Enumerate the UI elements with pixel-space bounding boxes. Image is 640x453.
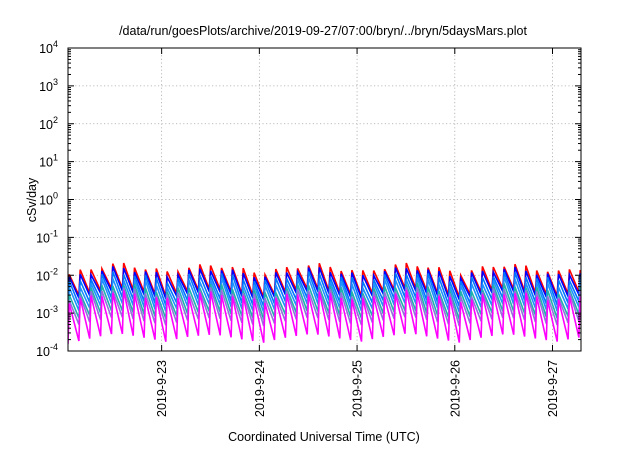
y-tick-label: 104 [39, 39, 58, 56]
y-tick-label: 102 [39, 115, 58, 132]
y-tick-label: 10-3 [36, 304, 58, 321]
chart-title: /data/run/goesPlots/archive/2019-09-27/0… [119, 24, 527, 38]
y-tick-label: 100 [39, 191, 58, 208]
y-tick-label: 10-2 [36, 266, 58, 283]
y-tick-label: 103 [39, 77, 58, 94]
tick-labels: 10-4 10-3 10-2 10-1 100 101 102 103 104 2019-9-23… [36, 39, 560, 417]
y-tick-label: 101 [39, 153, 58, 170]
x-tick-label: 2019-9-23 [155, 360, 169, 417]
x-tick-label: 2019-9-24 [253, 360, 267, 417]
series-group [68, 262, 581, 344]
y-tick-label: 10-4 [36, 342, 58, 359]
x-tick-label: 2019-9-25 [351, 360, 365, 417]
series-line [68, 289, 581, 344]
x-axis-label: Coordinated Universal Time (UTC) [228, 430, 420, 444]
ticks [68, 47, 581, 352]
x-tick-label: 2019-9-26 [448, 360, 462, 417]
y-axis-label: cSv/day [25, 177, 39, 222]
y-tick-label: 10-1 [36, 228, 58, 245]
x-tick-label: 2019-9-27 [546, 360, 560, 417]
